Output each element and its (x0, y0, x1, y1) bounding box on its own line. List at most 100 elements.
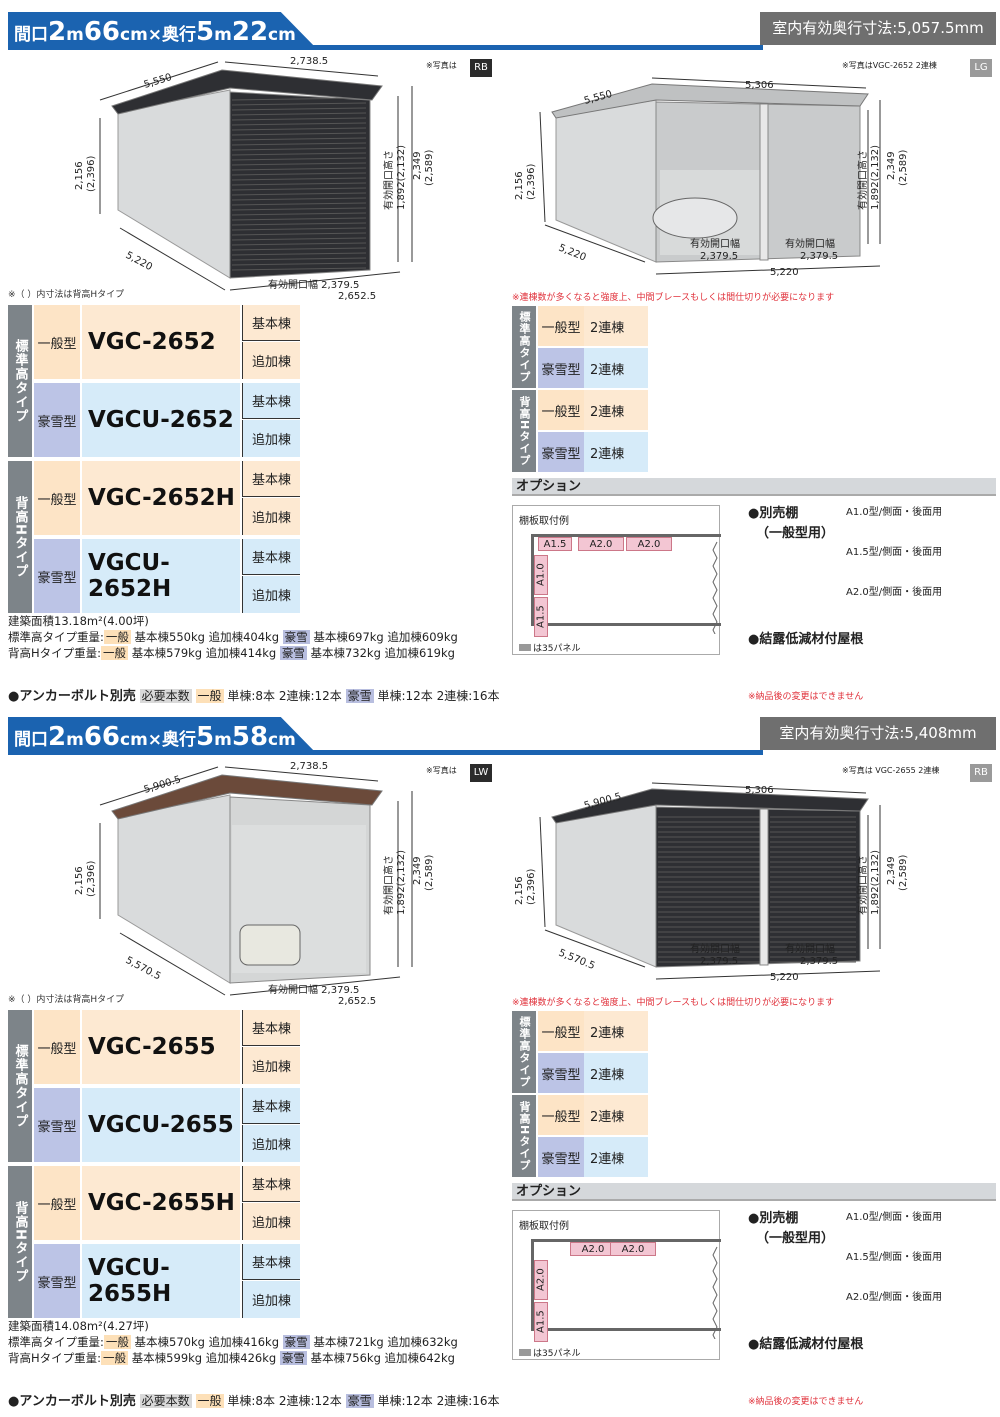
dim-open-width-2: 2,379.5 (800, 956, 838, 967)
multi-group-standard: 標準高タイプ (512, 306, 536, 388)
paren-note: ※（ ）内寸法は背高Hタイプ (8, 290, 125, 300)
shelf-item: A1.0型/側面・後面用 (846, 1212, 943, 1223)
photo-note: ※写真はVGC-2652 2連棟 (842, 60, 937, 70)
shelf-sub: （一般型用） (756, 526, 835, 541)
multi-label-cell: 2連棟 (584, 1011, 648, 1051)
snow-weights: 基本棟732kg 追加棟619kg (310, 646, 455, 660)
shelf-example-title: 棚板取付例 (519, 1221, 569, 1232)
anchor-title: ●アンカーボルト別売 (8, 689, 136, 704)
multi-group-standard: 標準高タイプ (512, 1011, 536, 1093)
shelf-example-title: 棚板取付例 (519, 516, 569, 527)
multi-label-cell: 2連棟 (584, 1137, 648, 1177)
multi-label-cell: 2連棟 (584, 306, 648, 346)
snow-weights: 基本棟756kg 追加棟642kg (310, 1351, 455, 1365)
model-name: VGC-2655 (82, 1010, 240, 1084)
sub-basic: 基本棟 (242, 1010, 300, 1046)
dim-open-width-label-2: 有効開口幅 (785, 237, 835, 250)
multi-building-note: ※連棟数が多くなると強度上、中間ブレースもしくは間仕切りが必要になります (512, 293, 835, 303)
snow-tag: 豪雪 (345, 689, 374, 703)
model-name: VGCU-2655 (82, 1088, 240, 1162)
dim-height: 2,156 (74, 161, 85, 190)
shelf-example-box: 棚板取付例 A1.5 A2.0 A2.0 A1.0 A1.5 は35パネル (512, 505, 721, 655)
size-title-banner: 間口2m66cm×奥行5m58cm (8, 717, 318, 755)
title-part: 5 (196, 17, 215, 47)
group-standard: 標準高タイプ (8, 305, 32, 457)
shed-roof (111, 69, 383, 115)
weight-line: 標準高タイプ重量: 一般 基本棟550kg 追加棟404kg 豪雪 基本棟697k… (8, 629, 458, 645)
dim-total-height-h: (2,589) (898, 854, 909, 891)
color-code-badge: RB (470, 59, 492, 77)
dim-open-height: 1,892(2,132) (396, 145, 407, 210)
dim-total-height: 2,349 (886, 856, 897, 885)
snow-tag: 豪雪 (345, 1394, 374, 1408)
panel-note: は35パネル (519, 641, 580, 654)
title-part: cm (268, 25, 296, 45)
dim-open-height: 1,892(2,132) (396, 850, 407, 915)
snow-count: 単棟:12本 2連棟:16本 (377, 689, 500, 703)
sub-additional: 追加棟 (242, 576, 300, 613)
weight-line: 標準高タイプ重量: 一般 基本棟570kg 追加棟416kg 豪雪 基本棟721k… (8, 1334, 458, 1350)
panel-note: は35パネル (519, 1346, 580, 1359)
size-title-banner: 間口2m66cm×奥行5m22cm (8, 12, 318, 50)
title-part: m (214, 730, 232, 750)
title-part: 2 (48, 722, 67, 752)
required-count-tag: 必要本数 (139, 1394, 192, 1408)
dim-depth-bottom: 5,570.5 (557, 948, 597, 972)
general-count: 単棟:8本 2連棟:12本 (227, 1394, 342, 1408)
title-part: cm (120, 25, 148, 45)
title-part: 5 (196, 722, 215, 752)
dim-total-height-h: (2,589) (424, 149, 435, 186)
sub-basic: 基本棟 (242, 305, 300, 341)
inner-depth-box: 室内有効奥行寸法:5,057.5mm (760, 12, 996, 45)
dim-height-h: (2,396) (86, 155, 97, 192)
weight-label: 背高Hタイプ重量: (8, 646, 102, 660)
wavy-edge-icon (712, 1246, 718, 1339)
multi-type-cell: 一般型 (538, 306, 584, 346)
weight-label: 背高Hタイプ重量: (8, 1351, 102, 1365)
multi-label-cell: 2連棟 (584, 390, 648, 430)
multi-label-cell: 2連棟 (584, 1053, 648, 1093)
color-code-badge: RB (970, 764, 992, 782)
type-cell: 豪雪型 (34, 383, 80, 457)
shed-side-wall (117, 794, 231, 984)
dim-total-height-h: (2,589) (898, 149, 909, 186)
photo-note: ※写真は (426, 60, 457, 70)
model-name: VGCU-2655H (82, 1244, 240, 1318)
weight-label: 標準高タイプ重量: (8, 1335, 104, 1349)
title-part: × (147, 25, 163, 45)
panel-swatch (519, 644, 531, 651)
shelf-item: A1.5型/側面・後面用 (846, 1252, 943, 1263)
multi-label-cell: 2連棟 (584, 432, 648, 472)
left-shed-illustration: 5,550 2,738.5 2,156 (2,396) 有効開口高さ 1,892… (74, 56, 457, 300)
shelf-top: A2.0 (626, 537, 672, 551)
snow-weights: 基本棟721kg 追加棟632kg (313, 1335, 458, 1349)
dim-open-height-label: 有効開口高さ (856, 150, 869, 210)
sub-basic: 基本棟 (242, 461, 300, 497)
shelf-item: A2.0型/側面・後面用 (846, 1292, 943, 1303)
weight-line: 背高Hタイプ重量: 一般 基本棟599kg 追加棟426kg 豪雪 基本棟756k… (8, 1350, 455, 1366)
snow-tag: 豪雪 (279, 646, 307, 660)
type-cell: 一般型 (34, 305, 80, 379)
sub-basic: 基本棟 (242, 1244, 300, 1280)
dim-height-h: (2,396) (86, 860, 97, 897)
dim-depth: 5,900.5 (583, 791, 623, 812)
general-weights: 基本棟579kg 追加棟414kg (131, 646, 277, 660)
weight-label: 標準高タイプ重量: (8, 630, 104, 644)
title-part: 66 (83, 722, 120, 752)
snow-count: 単棟:12本 2連棟:16本 (377, 1394, 500, 1408)
change-note: ※納品後の変更はできません (748, 1397, 864, 1407)
shelf-plan: A1.5 A2.0 A2.0 A1.0 A1.5 (531, 534, 721, 637)
title-part: 2 (48, 17, 67, 47)
dim-width-bottom: 5,220 (770, 972, 799, 983)
dim-total-height: 2,349 (412, 856, 423, 885)
shed-side-wall (555, 99, 657, 263)
color-code-badge: LG (970, 59, 992, 77)
banner-line (8, 45, 763, 50)
title-part: m (214, 25, 232, 45)
snow-tag: 豪雪 (282, 630, 310, 644)
dim-height: 2,156 (514, 876, 525, 905)
title-part: 22 (231, 17, 269, 47)
type-cell: 一般型 (34, 1166, 80, 1240)
title-part: m (66, 25, 84, 45)
sub-basic: 基本棟 (242, 383, 300, 419)
